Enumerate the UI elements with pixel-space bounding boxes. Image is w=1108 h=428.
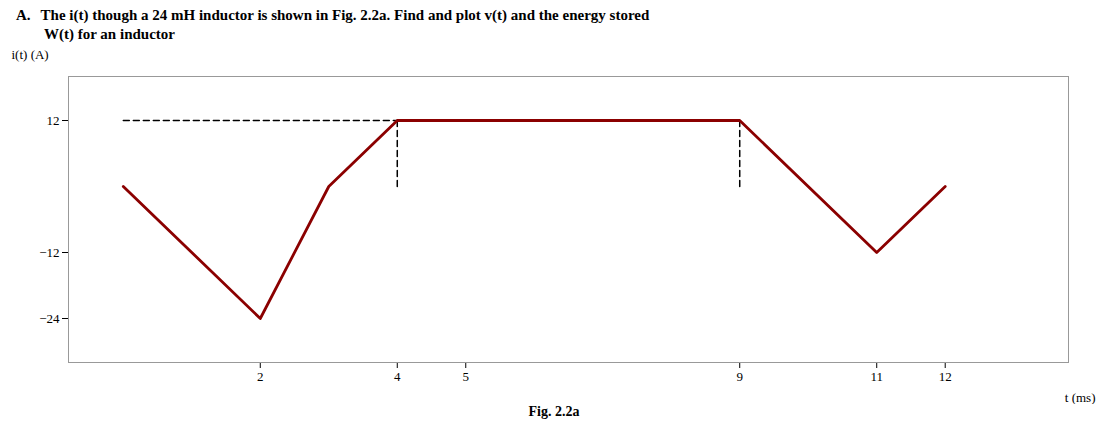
svg-text:12: 12 <box>939 369 952 384</box>
svg-text:9: 9 <box>736 369 743 384</box>
html-text:Fig. 2.2a: Fig. 2.2a <box>528 404 580 419</box>
html-text:A.: A. <box>16 7 31 23</box>
svg-text:2: 2 <box>257 369 264 384</box>
html-text:The i(t) though a 24 mH induct: The i(t) though a 24 mH inductor is show… <box>40 7 650 23</box>
svg-text:12: 12 <box>47 113 60 128</box>
svg-text:t (ms): t (ms) <box>1065 390 1096 405</box>
svg-text:4: 4 <box>394 369 401 384</box>
html-text:W(t) for an inductor: W(t) for an inductor <box>44 26 175 42</box>
svg-text:−24: −24 <box>39 311 60 326</box>
svg-text:−12: −12 <box>39 245 59 260</box>
svg-text:5: 5 <box>463 369 470 384</box>
svg-text:11: 11 <box>870 369 883 384</box>
svg-text:i(t) (A): i(t) (A) <box>12 47 49 62</box>
